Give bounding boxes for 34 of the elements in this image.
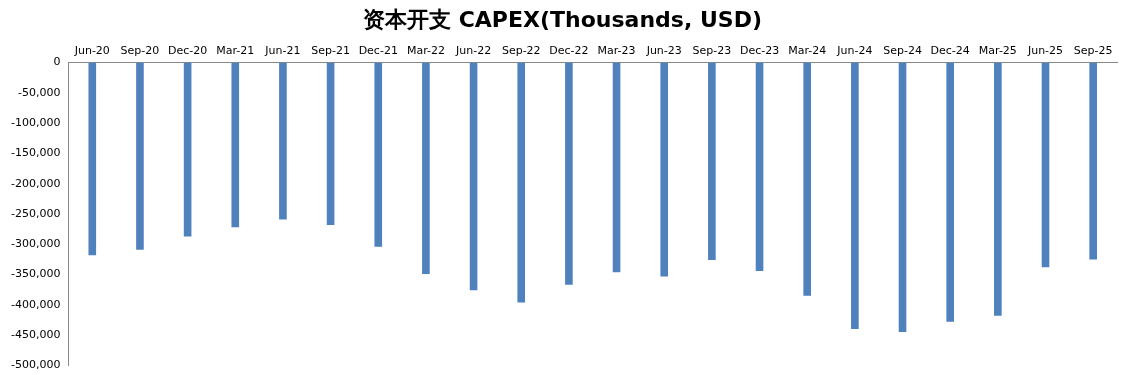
x-tick-label: Jun-20 — [73, 43, 110, 57]
y-tick-label: -150,000 — [10, 146, 61, 160]
x-tick-label: Sep-21 — [311, 43, 350, 57]
x-tick-label: Jun-23 — [645, 43, 682, 57]
x-tick-label: Mar-22 — [406, 43, 445, 57]
x-tick-label: Sep-20 — [120, 43, 160, 57]
y-tick-label: -500,000 — [10, 358, 61, 372]
y-tick-label: -400,000 — [10, 297, 61, 311]
x-tick-label: Mar-21 — [216, 43, 255, 57]
x-tick-label: Sep-25 — [1073, 43, 1113, 57]
x-tick-label: Mar-24 — [788, 43, 827, 57]
x-tick-label: Jun-24 — [836, 43, 873, 57]
y-tick-label: -50,000 — [17, 85, 61, 99]
x-tick-label: Dec-23 — [739, 43, 780, 57]
x-tick-label: Sep-22 — [501, 43, 541, 57]
x-tick-label: Jun-25 — [1026, 43, 1064, 57]
y-tick-label: -350,000 — [10, 267, 61, 281]
y-tick-label: -200,000 — [10, 176, 61, 190]
x-tick-label: Dec-24 — [930, 43, 970, 57]
chart-title: 资本开支 CAPEX(Thousands, USD) — [363, 6, 762, 32]
y-tick-label: -250,000 — [10, 206, 61, 220]
x-tick-label: Sep-23 — [692, 43, 732, 57]
x-tick-label: Dec-21 — [358, 43, 398, 57]
x-tick-label: Mar-23 — [597, 43, 636, 57]
x-tick-label: Dec-22 — [549, 43, 589, 57]
x-tick-label: Mar-25 — [978, 43, 1017, 57]
x-tick-label: Jun-21 — [264, 43, 301, 57]
y-tick-label: -450,000 — [10, 327, 61, 341]
x-tick-label: Sep-24 — [883, 43, 922, 57]
x-tick-label: Dec-20 — [167, 43, 208, 57]
y-tick-label: -100,000 — [10, 116, 61, 130]
y-tick-label: -300,000 — [10, 237, 61, 251]
y-tick-label: 0 — [53, 55, 61, 69]
x-tick-label: Jun-22 — [455, 43, 492, 57]
